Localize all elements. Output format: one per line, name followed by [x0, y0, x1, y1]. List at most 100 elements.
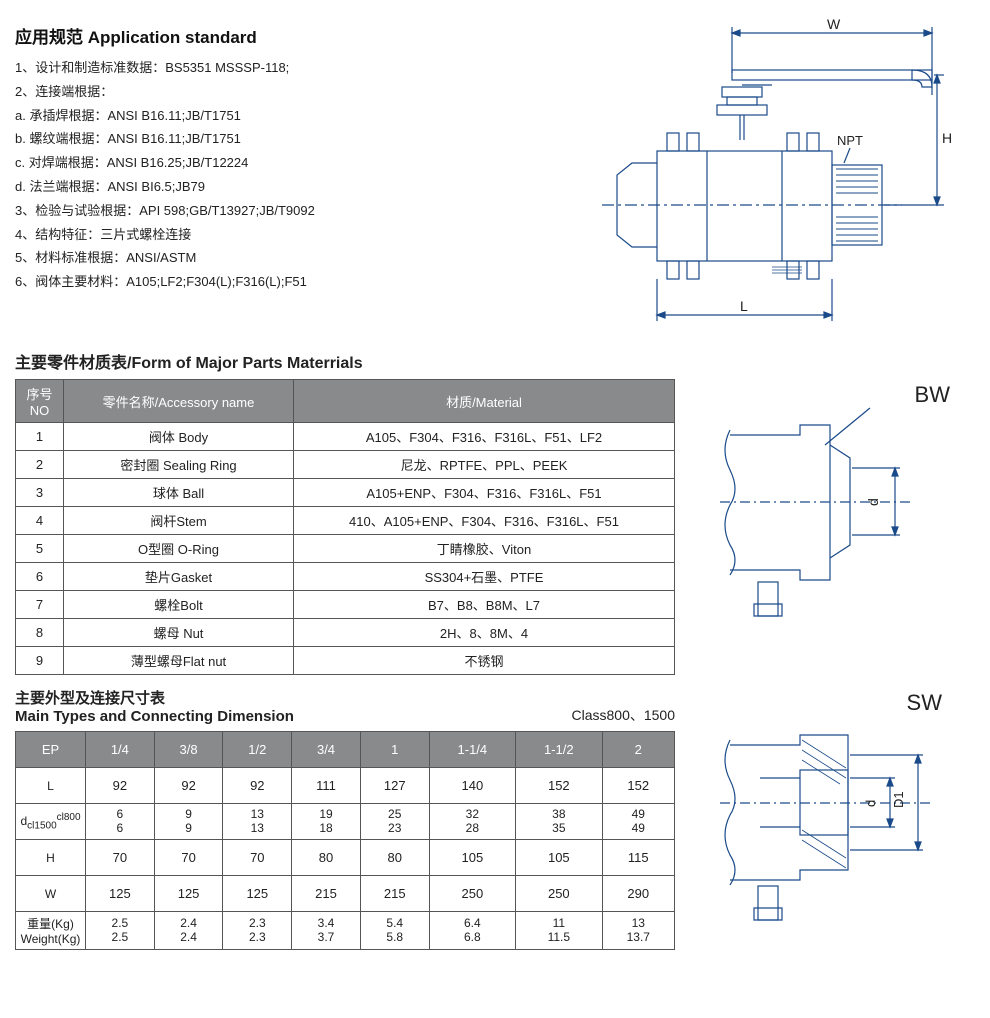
- cell: 92: [154, 768, 223, 804]
- cell: 99: [154, 804, 223, 840]
- col-header: 1-1/2: [516, 732, 602, 768]
- top-section: 应用规范 Application standard 1、设计和制造标准数据：BS…: [15, 15, 975, 335]
- cell: 80: [292, 840, 361, 876]
- main-diagram: W: [572, 15, 975, 335]
- materials-table: 序号 NO 零件名称/Accessory name 材质/Material 1阀…: [15, 379, 675, 675]
- cell-material: SS304+石墨、PTFE: [294, 563, 675, 591]
- cell: 4949: [602, 804, 674, 840]
- cell: 115: [602, 840, 674, 876]
- row-label: dcl1500cl800: [16, 804, 86, 840]
- table-row: dcl1500cl8006699131319182523322838354949: [16, 804, 675, 840]
- cell: 2.42.4: [154, 912, 223, 950]
- cell: 2.52.5: [86, 912, 155, 950]
- cell: 2523: [360, 804, 429, 840]
- cell-material: 尼龙、RPTFE、PPL、PEEK: [294, 451, 675, 479]
- cell-material: 丁睛橡胶、Viton: [294, 535, 675, 563]
- table-row: 8螺母 Nut2H、8、8M、4: [16, 619, 675, 647]
- cell-no: 5: [16, 535, 64, 563]
- valve-drawing-icon: W: [572, 15, 952, 335]
- cell-name: 螺母 Nut: [64, 619, 294, 647]
- cell-no: 4: [16, 507, 64, 535]
- table-header-row: EP1/43/81/23/411-1/41-1/22: [16, 732, 675, 768]
- cell: 125: [223, 876, 292, 912]
- cell-no: 1: [16, 423, 64, 451]
- cell-name: 垫片Gasket: [64, 563, 294, 591]
- cell: 1111.5: [516, 912, 602, 950]
- cell: 250: [516, 876, 602, 912]
- cell-name: 密封圈 Sealing Ring: [64, 451, 294, 479]
- spec-line: 4、结构特征：三片式螺栓连接: [15, 225, 572, 246]
- spec-line: 5、材料标准根据：ANSI/ASTM: [15, 248, 572, 269]
- spec-line: 2、连接端根据：: [15, 82, 572, 103]
- row-label: 重量(Kg)Weight(Kg): [16, 912, 86, 950]
- cell: 290: [602, 876, 674, 912]
- cell: 3.43.7: [292, 912, 361, 950]
- specs-column: 应用规范 Application standard 1、设计和制造标准数据：BS…: [15, 15, 572, 335]
- class-label: Class800、1500: [571, 705, 675, 731]
- dims-header: 主要外型及连接尺寸表 Main Types and Connecting Dim…: [15, 675, 675, 731]
- table-row: 7螺栓BoltB7、B8、B8M、L7: [16, 591, 675, 619]
- table-row: 5O型圈 O-Ring丁睛橡胶、Viton: [16, 535, 675, 563]
- cell-no: 9: [16, 647, 64, 675]
- row-label: H: [16, 840, 86, 876]
- col-header: 1-1/4: [429, 732, 515, 768]
- col-name: 零件名称/Accessory name: [64, 380, 294, 423]
- cell: 111: [292, 768, 361, 804]
- table-row: 4阀杆Stem410、A105+ENP、F304、F316、F316L、F51: [16, 507, 675, 535]
- table-row: H7070708080105105115: [16, 840, 675, 876]
- table-row: W125125125215215250250290: [16, 876, 675, 912]
- col-header: EP: [16, 732, 86, 768]
- spec-line: b. 螺纹端根据：ANSI B16.11;JB/T1751: [15, 129, 572, 150]
- dims-title-cn: 主要外型及连接尺寸表: [15, 687, 571, 708]
- cell: 215: [292, 876, 361, 912]
- cell-no: 2: [16, 451, 64, 479]
- cell: 127: [360, 768, 429, 804]
- cell: 92: [86, 768, 155, 804]
- spec-line: 6、阀体主要材料：A105;LF2;F304(L);F316(L);F51: [15, 272, 572, 293]
- cell-material: 不锈钢: [294, 647, 675, 675]
- table-row: 6垫片GasketSS304+石墨、PTFE: [16, 563, 675, 591]
- cell: 70: [154, 840, 223, 876]
- cell: 1313.7: [602, 912, 674, 950]
- cell-name: 薄型螺母Flat nut: [64, 647, 294, 675]
- bw-drawing-icon: d: [700, 390, 960, 630]
- col-header: 3/8: [154, 732, 223, 768]
- cell: 1313: [223, 804, 292, 840]
- bw-label: BW: [915, 382, 950, 408]
- cell-no: 7: [16, 591, 64, 619]
- cell: 3835: [516, 804, 602, 840]
- cell-material: 2H、8、8M、4: [294, 619, 675, 647]
- cell: 3228: [429, 804, 515, 840]
- cell: 140: [429, 768, 515, 804]
- cell-name: 阀体 Body: [64, 423, 294, 451]
- cell-no: 3: [16, 479, 64, 507]
- cell: 92: [223, 768, 292, 804]
- spec-line: 1、设计和制造标准数据：BS5351 MSSSP-118;: [15, 58, 572, 79]
- cell: 70: [86, 840, 155, 876]
- cell-no: 6: [16, 563, 64, 591]
- sw-diagram: SW: [700, 700, 970, 940]
- cell: 215: [360, 876, 429, 912]
- sw-drawing-icon: d D1: [700, 700, 960, 940]
- cell: 80: [360, 840, 429, 876]
- cell: 6.46.8: [429, 912, 515, 950]
- table-row: L929292111127140152152: [16, 768, 675, 804]
- cell: 125: [154, 876, 223, 912]
- bw-diagram: BW d: [700, 390, 970, 630]
- spec-lines: 1、设计和制造标准数据：BS5351 MSSSP-118;2、连接端根据：a. …: [15, 58, 572, 293]
- cell-material: A105、F304、F316、F316L、F51、LF2: [294, 423, 675, 451]
- sw-label: SW: [907, 690, 942, 716]
- cell: 125: [86, 876, 155, 912]
- col-material: 材质/Material: [294, 380, 675, 423]
- table-row: 2密封圈 Sealing Ring尼龙、RPTFE、PPL、PEEK: [16, 451, 675, 479]
- col-no: 序号 NO: [16, 380, 64, 423]
- cell: 250: [429, 876, 515, 912]
- svg-text:W: W: [827, 16, 841, 32]
- svg-text:d: d: [863, 800, 878, 807]
- table-header-row: 序号 NO 零件名称/Accessory name 材质/Material: [16, 380, 675, 423]
- cell-material: 410、A105+ENP、F304、F316、F316L、F51: [294, 507, 675, 535]
- col-header: 2: [602, 732, 674, 768]
- cell: 105: [429, 840, 515, 876]
- page-title: 应用规范 Application standard: [15, 23, 572, 48]
- col-header: 1: [360, 732, 429, 768]
